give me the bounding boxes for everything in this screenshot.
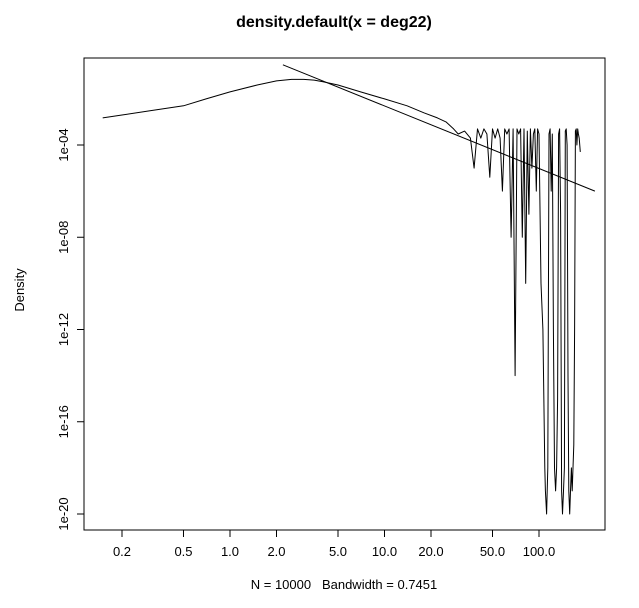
density-curve: [102, 78, 581, 515]
x-tick-label: 20.0: [418, 544, 443, 559]
plot-frame: [83, 57, 606, 531]
x-tick-label: 10.0: [372, 544, 397, 559]
x-axis: 0.2 0.5 1.0 2.0 5.0 10.0 20.0 50.0 100.0: [113, 530, 555, 559]
y-tick-label: 1e-12: [56, 313, 71, 346]
y-axis-label: Density: [12, 268, 27, 312]
x-axis-label: N = 10000 Bandwidth = 0.7451: [251, 577, 437, 592]
y-tick-label: 1e-04: [56, 128, 71, 161]
chart-title: density.default(x = deg22): [236, 14, 432, 31]
y-tick-label: 1e-16: [56, 405, 71, 438]
x-tick-label: 5.0: [329, 544, 347, 559]
y-tick-label: 1e-08: [56, 221, 71, 254]
x-tick-label: 100.0: [523, 544, 556, 559]
x-tick-label: 0.5: [174, 544, 192, 559]
x-tick-label: 2.0: [267, 544, 285, 559]
power-law-reference-line: [282, 64, 596, 192]
y-tick-label: 1e-20: [56, 497, 71, 530]
x-tick-label: 0.2: [113, 544, 131, 559]
y-axis: 1e-20 1e-16 1e-12 1e-08 1e-04: [56, 128, 84, 531]
x-tick-label: 50.0: [480, 544, 505, 559]
x-tick-label: 1.0: [221, 544, 239, 559]
series-group: [102, 64, 596, 515]
